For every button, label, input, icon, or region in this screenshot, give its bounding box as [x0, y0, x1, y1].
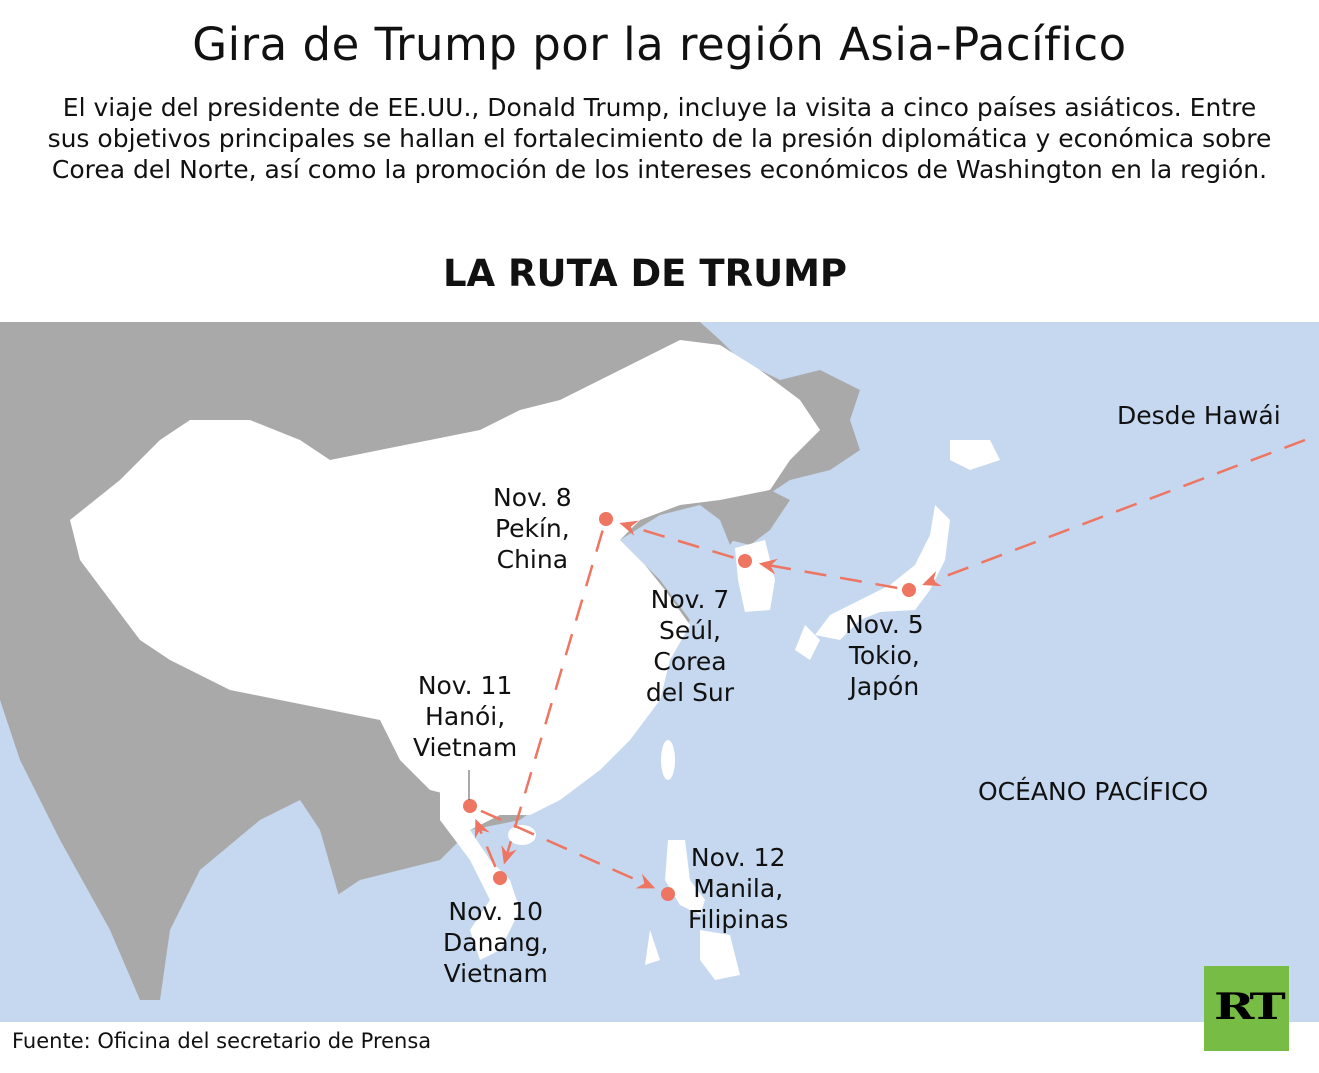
japan-land [795, 440, 1000, 660]
stop-marker-beijing [599, 512, 613, 526]
stop-marker-seoul [738, 554, 752, 568]
china-land [70, 340, 820, 815]
vietnam-land [440, 790, 520, 960]
stop-marker-tokyo [902, 583, 916, 597]
route-leg-seoul-beijing [628, 524, 734, 559]
page-title: Gira de Trump por la región Asia-Pacífic… [192, 18, 1127, 71]
intro-text: El viaje del presidente de EE.UU., Donal… [47, 93, 1272, 184]
rt-logo: RT [1204, 966, 1289, 1051]
hainan-land [508, 825, 536, 845]
stop-label-danang: Nov. 10 Danang, Vietnam [443, 897, 549, 988]
route-map: Desde Hawái OCÉANO PACÍFICO Nov. 5 Tokio,… [0, 322, 1319, 1022]
route-lines [463, 438, 1306, 901]
route-leg-tokyo-seoul [768, 563, 898, 590]
section-title: LA RUTA DE TRUMP [442, 252, 848, 295]
route-arrow-icon [474, 818, 490, 839]
stop-marker-danang [493, 871, 507, 885]
route-leg-danang-hanoi [478, 827, 497, 868]
source-note: Fuente: Oficina del secretario de Prensa [12, 1029, 432, 1053]
pacific-ocean [300, 322, 1319, 1022]
stop-label-hanoi: Nov. 11 Hanói, Vietnam [413, 671, 518, 762]
route-leg-hawaii-tokyo [931, 438, 1306, 583]
indian-ocean [0, 700, 340, 1022]
route-arrow-icon [922, 571, 942, 587]
stop-label-seoul: Nov. 7 Seúl, Corea del Sur [645, 585, 735, 707]
stop-label-tokyo: Nov. 5 Tokio, Japón [845, 610, 924, 701]
route-arrow-icon [758, 558, 778, 575]
stop-label-manila: Nov. 12 Manila, Filipinas [688, 843, 789, 934]
route-leg-hanoi-manila [480, 809, 647, 886]
route-arrow-icon [619, 520, 639, 536]
route-leg-beijing-danang [505, 530, 604, 856]
route-arrow-icon [635, 873, 656, 889]
taiwan-land [661, 740, 675, 780]
philippines-land [645, 840, 740, 980]
stop-marker-hanoi [463, 799, 477, 813]
yellow-sea [620, 505, 740, 620]
stop-label-beijing: Nov. 8 Pekín, China [493, 483, 572, 574]
stop-marker-manila [661, 887, 675, 901]
korea-north [720, 490, 790, 545]
route-arrow-icon [501, 845, 517, 865]
ocean-label: OCÉANO PACÍFICO [978, 777, 1209, 806]
origin-label: Desde Hawái [1117, 401, 1281, 430]
map-svg [0, 322, 1319, 1022]
